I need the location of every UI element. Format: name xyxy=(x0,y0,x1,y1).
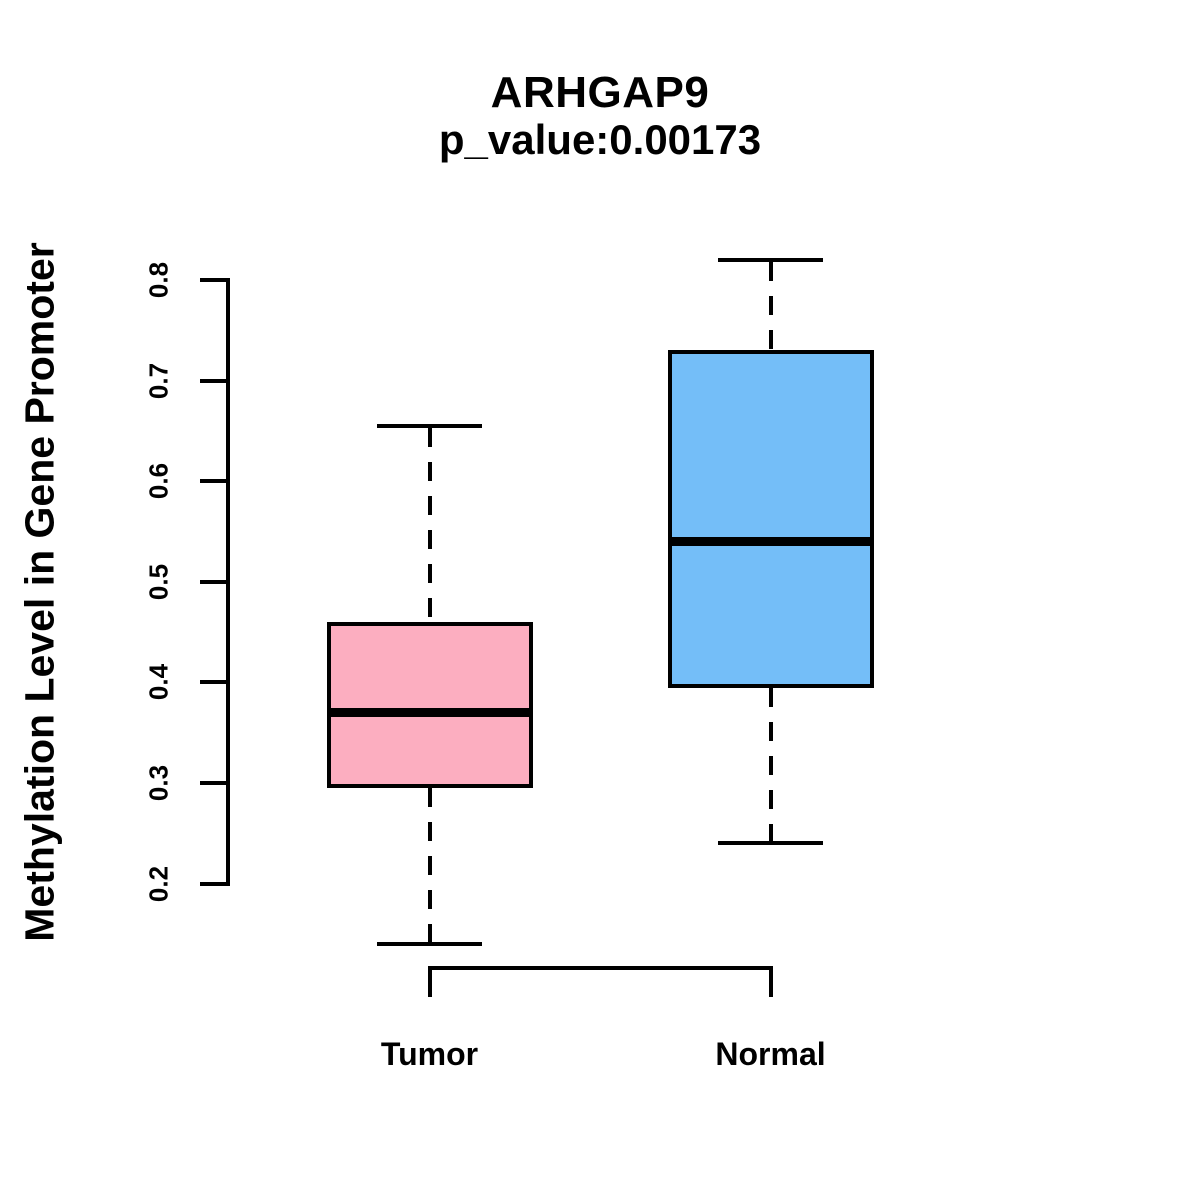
y-tick-label: 0.2 xyxy=(143,865,174,902)
y-tick-label: 0.8 xyxy=(143,261,174,299)
upper-whisker-cap-normal xyxy=(718,257,823,262)
box-tumor xyxy=(326,621,533,788)
box-normal xyxy=(667,350,874,689)
y-tick-label: 0.6 xyxy=(143,463,174,500)
x-category-label-tumor: Tumor xyxy=(380,1036,479,1072)
y-axis-tick xyxy=(200,378,230,383)
y-tick-label: 0.7 xyxy=(143,362,174,399)
chart-title: ARHGAP9 xyxy=(490,68,710,117)
lower-whisker-cap-tumor xyxy=(377,941,482,946)
median-line-normal xyxy=(671,537,870,547)
x-axis-line xyxy=(429,966,771,970)
y-tick-label: 0.4 xyxy=(143,664,174,701)
y-axis-tick xyxy=(200,479,230,484)
y-axis-tick xyxy=(200,780,230,785)
y-axis-tick xyxy=(200,881,230,886)
upper-whisker-cap-tumor xyxy=(377,423,482,428)
upper-whisker-normal xyxy=(768,261,773,351)
y-tick-label: 0.3 xyxy=(143,764,174,801)
y-tick-label: 0.5 xyxy=(143,563,174,600)
y-axis-tick xyxy=(200,278,230,282)
lower-whisker-tumor xyxy=(427,787,432,942)
lower-whisker-cap-normal xyxy=(718,841,823,846)
chart-subtitle: p_value:0.00173 xyxy=(438,116,762,163)
x-axis-tick xyxy=(768,966,773,997)
median-line-tumor xyxy=(330,708,529,717)
x-axis-tick xyxy=(427,966,432,997)
y-axis-tick xyxy=(200,680,230,685)
y-axis-tick xyxy=(200,579,230,584)
x-category-label-normal: Normal xyxy=(715,1036,826,1072)
lower-whisker-normal xyxy=(768,688,773,842)
upper-whisker-tumor xyxy=(427,427,432,622)
